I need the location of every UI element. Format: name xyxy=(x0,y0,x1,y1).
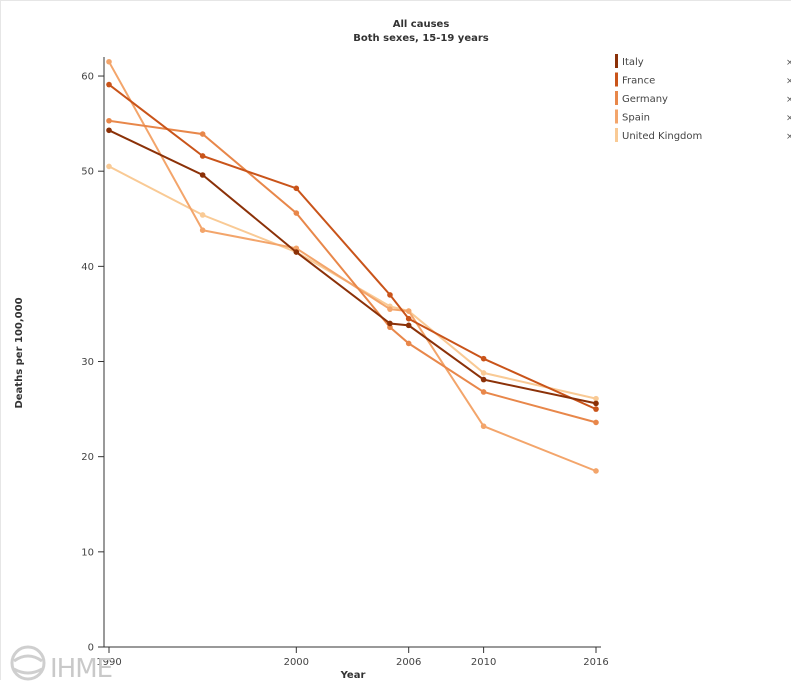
data-point-italy xyxy=(593,400,599,407)
legend: Italy × France × Germany × Spain × United Kingdo… xyxy=(615,54,791,142)
legend-label: Italy xyxy=(622,57,644,68)
legend-swatch xyxy=(615,72,618,87)
axes xyxy=(103,57,601,648)
data-point-france xyxy=(480,355,487,362)
data-point-germany xyxy=(106,117,112,124)
data-point-france xyxy=(106,81,112,88)
data-point-spain xyxy=(106,58,112,65)
legend-swatch xyxy=(615,91,618,105)
y-tick-label: 50 xyxy=(81,167,94,178)
remove-series-icon[interactable]: × xyxy=(786,58,791,68)
data-point-france xyxy=(405,315,412,322)
x-tick-label: 2000 xyxy=(284,657,309,668)
ihme-logo: IHME xyxy=(10,645,113,681)
legend-item-spain[interactable]: Spain xyxy=(615,109,650,124)
legend-item-france[interactable]: France xyxy=(615,72,655,87)
legend-swatch xyxy=(615,54,618,68)
legend-label: France xyxy=(622,76,655,87)
data-point-united-kingdom xyxy=(480,370,487,376)
data-point-united-kingdom xyxy=(106,163,112,170)
legend-swatch xyxy=(615,109,618,124)
remove-series-icon[interactable]: × xyxy=(786,77,791,87)
data-point-spain xyxy=(593,468,599,474)
chart-subtitle: Both sexes, 15-19 years xyxy=(353,33,489,44)
legend-item-germany[interactable]: Germany xyxy=(615,91,668,105)
data-point-spain xyxy=(199,227,206,233)
series-lines xyxy=(106,58,599,474)
x-tick-label: 2016 xyxy=(583,657,608,668)
data-point-italy xyxy=(405,322,412,329)
y-tick-label: 0 xyxy=(88,643,94,654)
data-point-spain xyxy=(480,423,487,430)
remove-series-icon[interactable]: × xyxy=(786,132,791,142)
data-point-united-kingdom xyxy=(593,395,599,402)
data-point-united-kingdom xyxy=(199,212,206,218)
data-point-spain xyxy=(405,308,412,314)
x-tick-label: 1990 xyxy=(96,657,121,668)
data-point-italy xyxy=(480,376,487,383)
y-axis-ticks: 0 10 20 30 40 50 60 xyxy=(81,72,104,654)
legend-label: United Kingdom xyxy=(622,131,702,142)
y-tick-label: 30 xyxy=(81,357,94,368)
series-line-france xyxy=(108,83,597,411)
y-tick-label: 60 xyxy=(81,72,94,83)
x-axis-title: Year xyxy=(340,670,366,681)
x-axis-ticks: 1990 2000 2006 2010 2016 xyxy=(96,647,609,668)
series-line-spain xyxy=(108,61,597,472)
legend-label: Germany xyxy=(622,94,668,105)
series-line-italy xyxy=(108,129,597,405)
data-point-germany xyxy=(405,340,412,347)
data-point-germany xyxy=(199,131,206,137)
legend-item-united-kingdom[interactable]: United Kingdom xyxy=(615,128,702,142)
data-point-spain xyxy=(387,306,393,312)
x-tick-label: 2010 xyxy=(471,657,496,668)
legend-item-italy[interactable]: Italy xyxy=(615,54,644,68)
data-point-france xyxy=(293,185,300,192)
y-tick-label: 40 xyxy=(81,262,94,273)
data-point-france xyxy=(387,292,393,298)
y-axis-title: Deaths per 100,000 xyxy=(14,297,25,408)
data-point-germany xyxy=(293,210,300,216)
ihme-logo-text: IHME xyxy=(50,654,112,681)
data-point-italy xyxy=(293,249,300,255)
x-tick-label: 2006 xyxy=(396,657,421,668)
data-point-germany xyxy=(480,389,487,395)
legend-label: Spain xyxy=(622,113,650,124)
y-tick-label: 10 xyxy=(81,547,94,558)
data-point-italy xyxy=(106,127,112,134)
legend-swatch xyxy=(615,128,618,142)
data-point-france xyxy=(199,153,206,159)
y-tick-label: 20 xyxy=(81,452,94,463)
remove-series-icon[interactable]: × xyxy=(786,114,791,124)
data-point-italy xyxy=(387,320,393,327)
data-point-italy xyxy=(199,172,206,178)
data-point-france xyxy=(593,406,599,412)
ihme-globe-icon xyxy=(10,645,46,681)
chart-title: All causes xyxy=(393,19,450,30)
remove-series-icon[interactable]: × xyxy=(786,95,791,105)
data-point-germany xyxy=(593,419,599,426)
